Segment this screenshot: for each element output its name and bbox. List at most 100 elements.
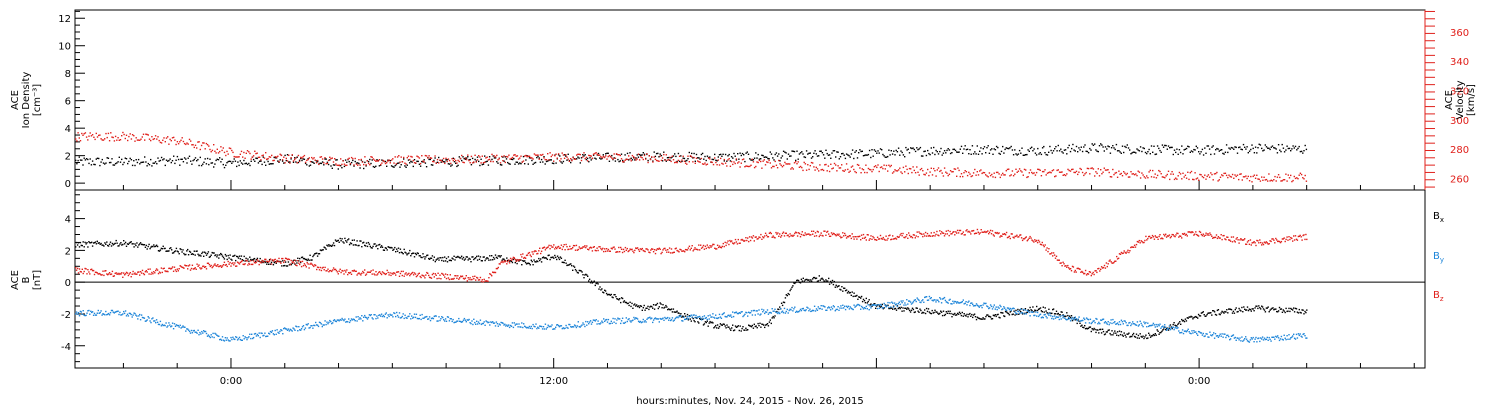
- density-point: [203, 161, 205, 163]
- density-point: [304, 162, 307, 165]
- density-point: [1273, 147, 1275, 149]
- density-point: [315, 160, 318, 162]
- density-point: [226, 162, 228, 164]
- By-point: [607, 318, 610, 321]
- Bx-point: [1195, 315, 1197, 318]
- density-point: [578, 157, 580, 159]
- density-point: [946, 149, 948, 152]
- density-point: [826, 152, 828, 155]
- velocity-point: [1004, 174, 1006, 176]
- By-point: [310, 325, 312, 327]
- By-point: [287, 328, 290, 330]
- By-point: [120, 314, 122, 316]
- density-tick-label: 10: [58, 42, 71, 53]
- Bx-point: [135, 244, 137, 247]
- Bx-point: [699, 318, 701, 320]
- velocity-point: [607, 155, 609, 158]
- Bz-point: [87, 269, 89, 271]
- Bx-point: [370, 247, 372, 249]
- density-point: [891, 153, 894, 155]
- Bx-point: [172, 252, 175, 254]
- Bx-point: [1140, 335, 1142, 338]
- Bx-point: [723, 323, 725, 325]
- By-point: [304, 327, 307, 329]
- By-point: [1302, 333, 1304, 336]
- By-point: [842, 304, 844, 306]
- Bx-point: [1206, 313, 1208, 316]
- velocity-point: [419, 162, 422, 165]
- By-point: [220, 339, 223, 341]
- Bz-point: [237, 262, 240, 264]
- By-point: [534, 326, 536, 328]
- By-point: [413, 313, 416, 315]
- density-point: [805, 150, 808, 152]
- velocity-point: [1271, 180, 1274, 182]
- Bx-point: [320, 249, 323, 252]
- velocity-tick-label: 320: [1450, 86, 1469, 97]
- velocity-point: [171, 137, 174, 139]
- Bx-point: [736, 326, 739, 328]
- velocity-point: [1106, 169, 1108, 171]
- Bx-point: [1024, 308, 1027, 310]
- Bx-point: [722, 323, 724, 325]
- Bx-point: [1057, 312, 1059, 315]
- velocity-point: [779, 163, 781, 165]
- By-point: [909, 301, 912, 303]
- velocity-point: [532, 158, 534, 160]
- Bx-point: [1184, 318, 1187, 320]
- velocity-point: [474, 154, 476, 156]
- Bx-point: [137, 246, 139, 248]
- density-point: [1258, 143, 1260, 145]
- By-point: [884, 304, 886, 307]
- By-point: [1155, 323, 1157, 326]
- velocity-point: [760, 160, 762, 163]
- Bz-point: [164, 270, 166, 272]
- velocity-point: [306, 159, 308, 162]
- Bx-point: [892, 308, 894, 310]
- velocity-point: [905, 165, 907, 167]
- Bx-point: [252, 258, 255, 260]
- velocity-point: [1098, 175, 1101, 177]
- Bx-point: [469, 258, 471, 260]
- By-point: [1082, 319, 1084, 322]
- By-point: [591, 321, 594, 323]
- By-point: [699, 315, 701, 318]
- Bx-point: [133, 246, 135, 248]
- density-point: [116, 162, 118, 164]
- Bx-point: [879, 306, 882, 308]
- Bx-point: [446, 261, 449, 263]
- By-point: [299, 329, 301, 331]
- Bx-point: [1200, 312, 1203, 314]
- By-point: [745, 311, 747, 314]
- By-point: [379, 314, 381, 316]
- Bx-point: [306, 259, 308, 262]
- density-point: [838, 158, 840, 160]
- By-point: [768, 312, 771, 314]
- By-point: [1140, 322, 1142, 325]
- velocity-point: [837, 165, 839, 167]
- By-point: [635, 317, 637, 319]
- Bz-point: [149, 268, 151, 270]
- velocity-point: [446, 160, 448, 163]
- By-point: [1152, 322, 1155, 325]
- Bx-point: [715, 324, 717, 327]
- Bx-point: [121, 244, 123, 246]
- density-point: [734, 155, 736, 157]
- Bx-point: [395, 251, 397, 253]
- Bx-point: [1116, 334, 1118, 336]
- Bx-point: [1266, 307, 1268, 309]
- velocity-point: [603, 156, 606, 159]
- velocity-point: [635, 159, 637, 161]
- density-point: [286, 154, 289, 156]
- By-point: [347, 321, 349, 323]
- density-point: [600, 158, 602, 160]
- density-point: [421, 160, 423, 163]
- velocity-point: [84, 132, 87, 134]
- By-point: [815, 308, 818, 310]
- Bx-point: [692, 317, 694, 320]
- Bx-point: [475, 257, 477, 259]
- By-point: [107, 312, 110, 315]
- velocity-point: [767, 161, 769, 164]
- density-point: [160, 156, 163, 159]
- density-point: [672, 155, 675, 157]
